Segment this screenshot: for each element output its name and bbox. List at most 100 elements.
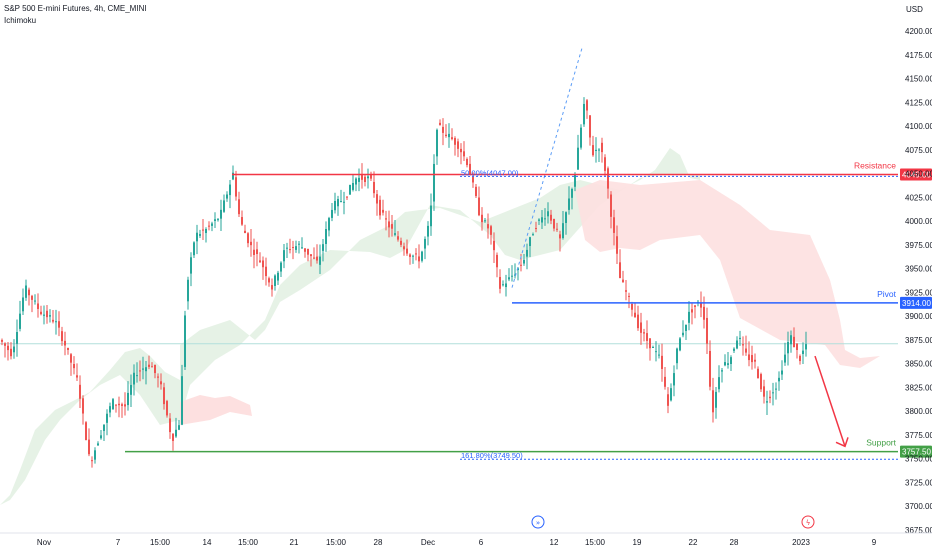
candle-body — [766, 401, 768, 403]
candle-body — [790, 335, 792, 345]
candle-body — [496, 254, 498, 268]
x-tick-label: 2023 — [792, 538, 810, 547]
candle-body — [43, 314, 45, 316]
candle-body — [316, 256, 318, 261]
x-tick-label: 15:00 — [326, 538, 347, 547]
x-tick-label: 14 — [203, 538, 212, 547]
candle-body — [715, 391, 717, 408]
price-badge-text-support: 3757.50 — [902, 448, 931, 457]
y-tick-label: 3700.00 — [905, 502, 932, 511]
candle-body — [523, 259, 525, 264]
candle-body — [625, 290, 627, 292]
x-tick-label: 28 — [730, 538, 739, 547]
x-tick-label: 28 — [374, 538, 383, 547]
x-tick-label: 15:00 — [150, 538, 171, 547]
fib-label: 161.80%(3749.50) — [461, 451, 523, 460]
candle-body — [688, 311, 690, 323]
candle-body — [457, 141, 459, 149]
candle-body — [619, 262, 621, 279]
candle-body — [271, 285, 273, 290]
candle-body — [577, 147, 579, 170]
candle-body — [178, 425, 180, 430]
candle-body — [247, 233, 249, 244]
indicator-label: Ichimoku — [4, 16, 37, 25]
chart-title: S&P 500 E-mini Futures, 4h, CME_MINI — [4, 4, 147, 13]
candle-body — [97, 443, 99, 446]
candle-body — [355, 178, 357, 185]
candle-body — [283, 250, 285, 262]
candle-body — [352, 183, 354, 190]
y-tick-label: 3775.00 — [905, 431, 932, 440]
candle-body — [412, 255, 414, 257]
candle-body — [226, 194, 228, 199]
candle-body — [763, 386, 765, 397]
candle-body — [292, 246, 294, 248]
candle-body — [391, 224, 393, 229]
candle-body — [379, 199, 381, 216]
candle-body — [631, 303, 633, 310]
candle-body — [217, 219, 219, 221]
candle-body — [499, 276, 501, 289]
candle-body — [454, 138, 456, 145]
x-tick-label: 21 — [290, 538, 299, 547]
candle-body — [598, 149, 600, 151]
candle-body — [340, 201, 342, 203]
candle-body — [553, 218, 555, 229]
candle-body — [40, 311, 42, 315]
lightning-glyph: ϟ — [806, 519, 811, 527]
candle-body — [526, 249, 528, 257]
candle-body — [64, 340, 66, 346]
candle-body — [400, 240, 402, 245]
candle-body — [733, 348, 735, 351]
candle-body — [172, 433, 174, 441]
y-tick-label: 3725.00 — [905, 478, 932, 487]
candle-body — [154, 364, 156, 374]
candle-body — [595, 149, 597, 151]
candle-body — [679, 338, 681, 351]
y-tick-label: 4075.00 — [905, 146, 932, 155]
candle-body — [742, 344, 744, 346]
candle-body — [757, 368, 759, 379]
candle-body — [181, 376, 183, 425]
candle-body — [694, 305, 696, 307]
candle-body — [280, 262, 282, 272]
candle-body — [361, 174, 363, 180]
candle-body — [16, 331, 18, 344]
candle-body — [265, 266, 267, 277]
candle-body — [310, 254, 312, 257]
candle-body — [745, 348, 747, 353]
candle-body — [586, 100, 588, 111]
candle-body — [145, 367, 147, 372]
candle-body — [253, 249, 255, 255]
candle-body — [556, 228, 558, 230]
candle-body — [568, 198, 570, 210]
candle-body — [736, 340, 738, 349]
x-tick-label: 15:00 — [238, 538, 259, 547]
candle-body — [151, 366, 153, 368]
candle-body — [730, 357, 732, 364]
candle-body — [370, 174, 372, 179]
candle-body — [169, 418, 171, 433]
y-tick-label: 3900.00 — [905, 312, 932, 321]
candle-body — [535, 228, 537, 230]
candle-body — [493, 240, 495, 251]
candle-body — [388, 221, 390, 228]
ichimoku-cloud-bullish — [0, 148, 700, 505]
candle-body — [442, 126, 444, 133]
candle-body — [367, 176, 369, 179]
candle-body — [490, 226, 492, 235]
candle-body — [61, 331, 63, 342]
candle-body — [802, 350, 804, 355]
candle-body — [1, 339, 3, 342]
x-tick-label: Nov — [37, 538, 51, 547]
candle-body — [682, 332, 684, 336]
candle-body — [79, 384, 81, 399]
candle-body — [661, 355, 663, 369]
candle-body — [592, 145, 594, 156]
candle-body — [121, 404, 123, 406]
candle-body — [787, 342, 789, 354]
candle-body — [508, 277, 510, 280]
candle-body — [421, 251, 423, 261]
candle-body — [10, 348, 12, 357]
